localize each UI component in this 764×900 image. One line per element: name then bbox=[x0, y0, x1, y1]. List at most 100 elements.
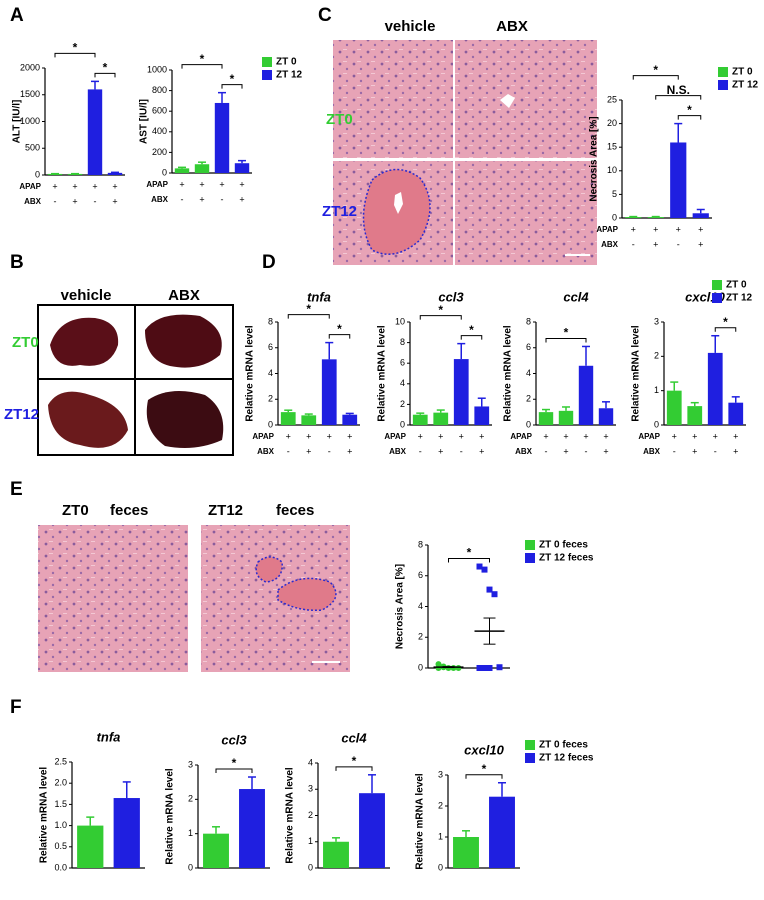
condition-label: APAP bbox=[510, 432, 532, 441]
y-tick-label: 2.5 bbox=[54, 756, 67, 766]
legend-swatch bbox=[718, 80, 728, 90]
y-tick-label: 8 bbox=[268, 316, 273, 326]
y-axis-label: ALT [IU/l] bbox=[12, 100, 23, 144]
panel-label: F bbox=[10, 697, 22, 718]
bar bbox=[647, 217, 664, 218]
point bbox=[486, 665, 493, 671]
condition-mark: + bbox=[286, 431, 291, 441]
condition-mark: - bbox=[585, 446, 588, 456]
bar bbox=[321, 359, 337, 425]
condition-mark: - bbox=[221, 194, 224, 204]
condition-mark: + bbox=[112, 181, 117, 191]
significance-label: N.S. bbox=[667, 83, 690, 97]
significance-bracket bbox=[677, 115, 702, 120]
condition-mark: + bbox=[676, 224, 681, 234]
condition-mark: + bbox=[52, 181, 57, 191]
y-tick-label: 6 bbox=[268, 342, 273, 352]
condition-label: APAP bbox=[638, 432, 660, 441]
chart-title: cxcl10 bbox=[464, 742, 505, 757]
legend-swatch bbox=[718, 67, 728, 77]
chart-title: tnfa bbox=[307, 289, 331, 304]
y-tick-label: 8 bbox=[526, 316, 531, 326]
condition-mark: + bbox=[327, 431, 332, 441]
bar bbox=[47, 173, 63, 175]
y-axis-label: Relative mRNA level bbox=[631, 325, 642, 422]
panel-label: D bbox=[262, 252, 276, 273]
legend-swatch bbox=[712, 280, 722, 290]
condition-mark: + bbox=[92, 181, 97, 191]
column-label: ABX bbox=[496, 18, 528, 35]
row-label: ZT12 bbox=[322, 203, 357, 220]
bar bbox=[489, 796, 515, 868]
condition-mark: + bbox=[479, 431, 484, 441]
legend-swatch bbox=[262, 57, 272, 67]
bar bbox=[194, 164, 210, 173]
condition-label: APAP bbox=[146, 180, 168, 189]
y-tick-label: 2 bbox=[418, 632, 423, 642]
condition-mark: - bbox=[677, 239, 680, 249]
y-tick-label: 500 bbox=[25, 143, 40, 153]
significance-label: * bbox=[200, 52, 205, 66]
liver bbox=[146, 391, 224, 448]
y-axis-label: Relative mRNA level bbox=[285, 767, 296, 864]
condition-mark: - bbox=[54, 196, 57, 206]
bar bbox=[692, 213, 709, 218]
legend-label: ZT 0 feces bbox=[539, 740, 588, 751]
significance-bracket bbox=[465, 774, 503, 779]
significance-label: * bbox=[482, 762, 487, 776]
bar bbox=[214, 102, 230, 173]
y-tick-label: 0.0 bbox=[54, 862, 67, 872]
condition-mark: + bbox=[672, 431, 677, 441]
condition-mark: - bbox=[287, 446, 290, 456]
condition-mark: + bbox=[692, 431, 697, 441]
legend-label: ZT 12 feces bbox=[539, 553, 594, 564]
chart-title: ccl3 bbox=[221, 732, 247, 747]
condition-mark: + bbox=[306, 431, 311, 441]
bar bbox=[433, 412, 449, 425]
y-tick-label: 0 bbox=[654, 419, 659, 429]
condition-mark: + bbox=[347, 446, 352, 456]
significance-label: * bbox=[687, 103, 692, 117]
column-label: vehicle bbox=[385, 18, 436, 35]
legend-swatch bbox=[262, 70, 272, 80]
y-tick-label: 6 bbox=[526, 342, 531, 352]
significance-label: * bbox=[73, 41, 78, 55]
y-axis-label: Relative mRNA level bbox=[245, 325, 256, 422]
significance-label: * bbox=[467, 546, 472, 560]
point bbox=[491, 591, 498, 598]
micrograph bbox=[333, 40, 453, 158]
row-label: ZT12 bbox=[4, 406, 39, 423]
y-tick-label: 1000 bbox=[20, 116, 40, 126]
y-tick-label: 1.0 bbox=[54, 820, 67, 830]
y-tick-label: 6 bbox=[400, 358, 405, 368]
chart-title: ccl4 bbox=[341, 730, 367, 745]
bar bbox=[538, 412, 554, 425]
condition-mark: + bbox=[418, 431, 423, 441]
significance-label: * bbox=[469, 323, 474, 337]
column-label: vehicle bbox=[61, 287, 112, 304]
legend-label: ZT 12 bbox=[726, 293, 753, 304]
y-tick-label: 1 bbox=[308, 836, 313, 846]
y-tick-label: 200 bbox=[152, 147, 167, 157]
y-tick-label: 0 bbox=[188, 862, 193, 872]
condition-mark: - bbox=[181, 194, 184, 204]
y-tick-label: 0.5 bbox=[54, 841, 67, 851]
chart-title: ccl4 bbox=[563, 289, 589, 304]
row-label: ZT0 bbox=[326, 111, 353, 128]
y-tick-label: 2000 bbox=[20, 62, 40, 72]
bar bbox=[67, 173, 83, 175]
point bbox=[481, 566, 488, 573]
significance-label: * bbox=[306, 302, 311, 316]
bar bbox=[342, 414, 358, 425]
y-tick-label: 0 bbox=[418, 662, 423, 672]
condition-mark: + bbox=[239, 194, 244, 204]
significance-bracket bbox=[328, 334, 351, 339]
condition-mark: + bbox=[563, 446, 568, 456]
condition-mark: + bbox=[653, 224, 658, 234]
y-tick-label: 3 bbox=[308, 784, 313, 794]
necrosis-outline bbox=[277, 577, 337, 612]
condition-label: ABX bbox=[389, 447, 407, 456]
y-tick-label: 4 bbox=[268, 368, 273, 378]
condition-mark: - bbox=[419, 446, 422, 456]
bar bbox=[359, 793, 385, 868]
